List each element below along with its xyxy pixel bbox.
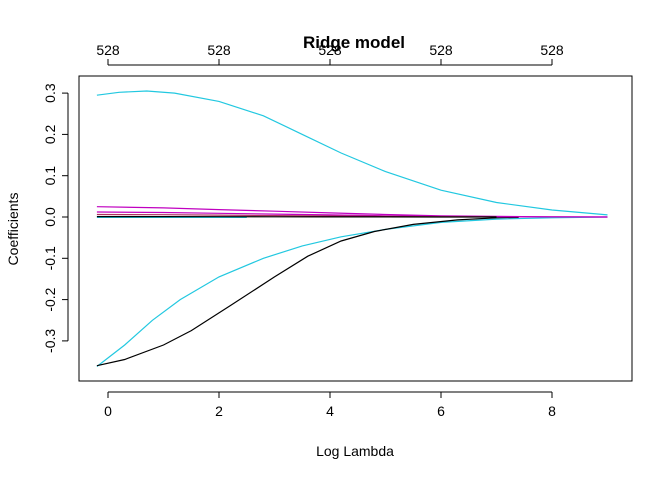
y-tick-label: 0.3: [42, 83, 58, 103]
x-axis-label: Log Lambda: [316, 443, 394, 459]
top-tick-label: 528: [96, 42, 120, 58]
top-tick-label: 528: [318, 42, 342, 58]
y-tick-label: -0.2: [42, 287, 58, 311]
x-tick-label: 0: [104, 403, 112, 419]
series-line-3: [96, 216, 519, 367]
series-line-1: [96, 90, 608, 216]
y-axis-label: Coefficients: [5, 193, 21, 266]
chart-title: Ridge model: [303, 33, 405, 52]
x-tick-label: 4: [326, 403, 334, 419]
series-line-2: [96, 216, 608, 367]
x-axis-bottom: 0 2 4 6 8: [104, 391, 556, 419]
y-axis: -0.3 -0.2 -0.1 0.0 0.1 0.2 0.3: [42, 83, 69, 353]
y-tick-label: -0.3: [42, 329, 58, 353]
top-tick-label: 528: [540, 42, 564, 58]
y-tick-label: 0.2: [42, 124, 58, 144]
plot-frame: [78, 75, 633, 382]
series-layer: [96, 90, 608, 367]
y-tick-label: -0.1: [42, 246, 58, 270]
top-tick-label: 528: [207, 42, 231, 58]
top-tick-label: 528: [429, 42, 453, 58]
series-line-5: [96, 211, 608, 218]
x-tick-label: 8: [548, 403, 556, 419]
x-tick-label: 6: [437, 403, 445, 419]
y-tick-label: 0.0: [42, 207, 58, 227]
x-axis-top: 528 528 528 528 528: [96, 42, 564, 66]
x-tick-label: 2: [215, 403, 223, 419]
y-tick-label: 0.1: [42, 166, 58, 186]
